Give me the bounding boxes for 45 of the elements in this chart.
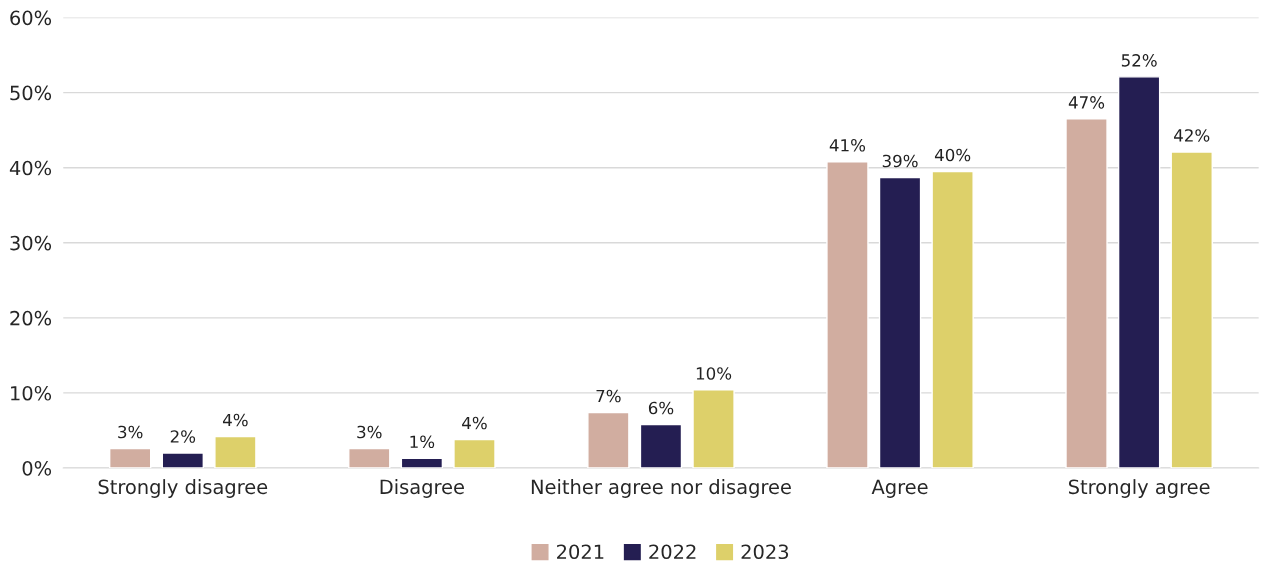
data-label: 47% <box>1068 96 1105 109</box>
legend-label: 2023 <box>741 544 789 560</box>
bar <box>161 452 205 468</box>
data-label: 7% <box>596 389 621 403</box>
x-tick-label: Strongly disagree <box>98 479 268 498</box>
data-label: 4% <box>222 413 248 427</box>
y-tick-label: 60% <box>10 10 52 26</box>
data-label: 3% <box>118 425 143 439</box>
bar <box>348 447 391 468</box>
bar <box>1117 76 1161 468</box>
data-label: 10% <box>696 367 732 380</box>
data-label: 2% <box>170 430 196 443</box>
data-label: 3% <box>357 425 382 439</box>
y-tick-label: 20% <box>10 310 52 326</box>
legend-label: 2022 <box>649 544 696 560</box>
bar <box>826 160 869 468</box>
y-tick-label: 0% <box>22 460 52 476</box>
x-tick-label: Agree <box>871 479 928 498</box>
data-label: 42% <box>1174 129 1210 142</box>
x-tick-label: Disagree <box>380 479 464 498</box>
y-tick-label: 10% <box>11 385 52 401</box>
bar <box>587 411 630 468</box>
x-tick-label: Strongly agree <box>1068 479 1210 498</box>
y-tick-label: 50% <box>10 85 52 101</box>
bar <box>453 438 496 468</box>
data-label: 4% <box>462 416 487 430</box>
y-tick-label: 30% <box>10 235 52 251</box>
bar <box>108 447 152 468</box>
bar <box>692 389 735 468</box>
data-label: 1% <box>410 435 435 449</box>
data-label: 40% <box>934 148 971 162</box>
data-label: 52% <box>1121 54 1157 67</box>
bar <box>1065 118 1108 468</box>
y-tick-label: 40% <box>9 160 52 176</box>
bar <box>878 176 922 468</box>
x-tick-label: Neither agree nor disagree <box>531 479 791 498</box>
data-label: 41% <box>829 138 866 152</box>
bar <box>1170 151 1213 468</box>
bar <box>400 457 444 468</box>
bar <box>639 423 683 468</box>
data-label: 6% <box>648 401 674 415</box>
legend-label: 2021 <box>557 544 604 560</box>
bar <box>214 435 257 468</box>
data-label: 39% <box>882 154 918 168</box>
bar <box>931 170 974 468</box>
